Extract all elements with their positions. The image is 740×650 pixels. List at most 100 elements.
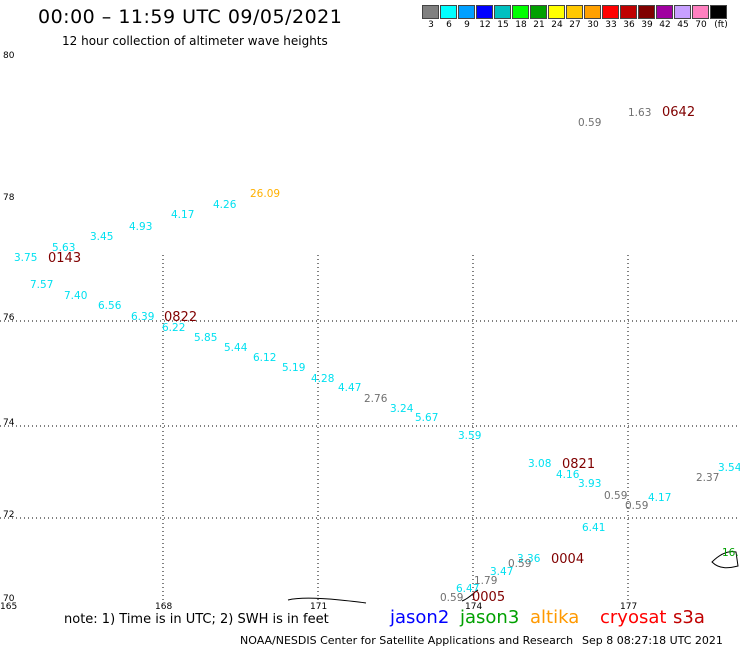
wave-height-jason2: 4.93 <box>129 221 152 233</box>
color-scale-label: 30 <box>587 20 599 30</box>
color-scale-labels: 3 6 9 12 15 18 21 24 27 30 33 36 39 42 45 70 (ft) <box>422 20 730 30</box>
pass-time-label: 0821 <box>562 457 595 472</box>
color-scale-swatch <box>710 5 727 19</box>
color-scale-label: 36 <box>623 20 635 30</box>
wave-height-jason2: 4.17 <box>171 209 194 221</box>
color-scale-swatch <box>440 5 457 19</box>
color-scale-label: 21 <box>533 20 545 30</box>
coastline-chukotka <box>287 597 367 604</box>
lat-label: 72 <box>3 510 14 520</box>
color-scale-swatch <box>512 5 529 19</box>
wave-height-jason2: 6.41 <box>582 522 605 534</box>
wave-height-jason2: 3.45 <box>90 231 113 243</box>
lat-label: 74 <box>3 418 15 428</box>
color-scale-label: 33 <box>605 20 617 30</box>
pass-time-label: 0642 <box>662 105 695 120</box>
wave-height-jason2: 3.08 <box>528 458 551 470</box>
lon-label: 174 <box>465 602 482 612</box>
color-scale-label: 39 <box>641 20 653 30</box>
wave-height-jason3: 1.79 <box>474 575 497 587</box>
color-scale-swatch <box>548 5 565 19</box>
wave-height-jason3: 0.59 <box>604 490 627 502</box>
wave-height-jason3: 16. <box>722 547 739 559</box>
legend-altika: altika <box>530 607 580 628</box>
wave-height-jason2: 6.47 <box>456 583 479 595</box>
color-scale-label: 6 <box>446 20 452 30</box>
wave-height-jason3: 0.59 <box>625 500 648 512</box>
wave-height-jason2: 6.22 <box>162 322 185 334</box>
wave-height-jason2: 3.36 <box>517 553 541 565</box>
wave-height-jason3: 1.63 <box>628 107 651 119</box>
wave-height-jason2: 6.12 <box>253 352 276 364</box>
color-scale-label: 9 <box>464 20 470 30</box>
footer-timestamp: Sep 8 08:27:18 UTC 2021 <box>582 634 723 647</box>
grid-lines <box>0 255 740 600</box>
lon-label: 171 <box>310 602 327 612</box>
color-scale-swatch <box>422 5 439 19</box>
wave-height-jason2: 5.19 <box>282 362 305 374</box>
lon-label: 168 <box>155 602 172 612</box>
wave-height-jason2: 3.75 <box>14 252 37 264</box>
wave-height-jason2: 3.54 <box>718 462 740 474</box>
wave-height-jason2: 5.63 <box>52 242 75 254</box>
pass-time-label: 0143 <box>48 251 81 266</box>
wave-height-jason2: 3.93 <box>578 478 601 490</box>
wave-height-jason2: 4.16 <box>556 469 580 481</box>
map-subtitle: 12 hour collection of altimeter wave hei… <box>62 34 328 48</box>
color-scale-swatch <box>458 5 475 19</box>
color-scale-label: 70 <box>695 20 707 30</box>
coastline-alaska-west <box>461 589 479 602</box>
legend-jason3: jason3 <box>460 607 520 628</box>
wave-height-jason3: 2.37 <box>696 472 719 484</box>
color-scale-label: 3 <box>428 20 434 30</box>
coastline-alaska-north <box>711 551 739 569</box>
pass-time-label: 0005 <box>472 590 505 605</box>
color-scale-label: 18 <box>515 20 527 30</box>
legend-jason2: jason2 <box>390 607 450 628</box>
color-scale-label: 24 <box>551 20 563 30</box>
color-scale-label: 15 <box>497 20 509 30</box>
wave-height-jason2: 6.56 <box>98 300 122 312</box>
wave-height-jason2: 5.85 <box>194 332 217 344</box>
wave-height-jason2: 3.47 <box>490 566 513 578</box>
color-scale-unit: (ft) <box>714 20 728 30</box>
legend-cryosat: cryosat <box>600 607 667 628</box>
color-scale-label: 45 <box>677 20 689 30</box>
lat-label: 80 <box>3 51 15 61</box>
footer-credit: NOAA/NESDIS Center for Satellite Applica… <box>240 634 574 647</box>
wave-height-jason2: 6.39 <box>131 311 154 323</box>
wave-height-jason2: 5.44 <box>224 342 248 354</box>
wave-height-jason2: 3.24 <box>390 403 414 415</box>
wave-height-jason2: 4.26 <box>213 199 237 211</box>
legend-note: note: 1) Time is in UTC; 2) SWH is in fe… <box>64 612 329 627</box>
wave-height-jason2: 4.17 <box>648 492 671 504</box>
pass-time-label: 0004 <box>551 552 584 567</box>
color-scale <box>422 5 728 19</box>
color-scale-swatch <box>692 5 709 19</box>
wave-height-jason3: 0.59 <box>440 592 463 604</box>
color-scale-label: 42 <box>659 20 671 30</box>
color-scale-swatch <box>530 5 547 19</box>
color-scale-swatch <box>638 5 655 19</box>
wave-height-jason2: 7.57 <box>30 279 53 291</box>
color-scale-swatch <box>584 5 601 19</box>
wave-height-jason3: 0.59 <box>508 558 531 570</box>
wave-height-jason3: 2.76 <box>364 393 388 405</box>
wave-height-jason3: 0.59 <box>578 117 601 129</box>
wave-height-altika: 26.09 <box>250 188 280 200</box>
color-scale-swatch <box>494 5 511 19</box>
wave-height-jason2: 3.59 <box>458 430 481 442</box>
lat-label: 78 <box>3 193 15 203</box>
wave-height-jason2: 4.47 <box>338 382 361 394</box>
color-scale-swatch <box>656 5 673 19</box>
lon-label: 165 <box>0 602 17 612</box>
color-scale-swatch <box>476 5 493 19</box>
wave-height-jason2: 4.28 <box>311 373 334 385</box>
lat-label: 76 <box>3 313 15 323</box>
color-scale-label: 12 <box>479 20 491 30</box>
color-scale-swatch <box>620 5 637 19</box>
lon-label: 177 <box>620 602 637 612</box>
color-scale-swatch <box>602 5 619 19</box>
